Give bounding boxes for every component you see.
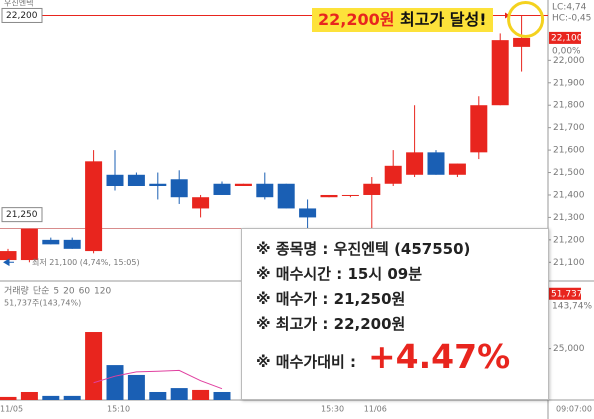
volume-legend: 120 xyxy=(94,287,111,297)
volume-bar xyxy=(149,391,167,400)
low-arrow xyxy=(3,258,14,267)
candle-body xyxy=(406,152,424,175)
candle-body xyxy=(213,183,231,195)
last-price-box xyxy=(549,31,581,44)
buy-line-label: 21,250 xyxy=(6,210,38,220)
candle-body xyxy=(427,152,445,175)
volume-legend: 거래량 xyxy=(4,285,29,297)
y-tick-label: 25,000 xyxy=(553,344,585,354)
y-tick-label: 21,500 xyxy=(553,168,585,178)
high-line-box xyxy=(1,7,43,23)
banner-text: 최고가 달성! xyxy=(400,10,487,29)
info-line: ※ 매수시간 : 15시 09분 xyxy=(256,265,423,283)
info-line: ※ 매수가 : 21,250원 xyxy=(256,290,406,308)
candle-body xyxy=(0,251,17,261)
candle-body xyxy=(149,183,167,186)
info-line: ※ 종목명 : 우진엔텍 (457550) xyxy=(256,240,471,258)
volume-summary: 51,737주(143,74%) xyxy=(4,299,81,308)
last-volume-ratio: 143,74% xyxy=(552,301,592,311)
info-line: ※ 최고가 : 22,200원 xyxy=(256,315,406,333)
compare-label: ※ 매수가대비 : xyxy=(256,353,357,371)
y-tick-label: 21,100 xyxy=(553,258,585,268)
high-line-label: 22,200 xyxy=(6,11,38,21)
y-tick-label: 21,600 xyxy=(553,146,585,156)
stock-label: 우진엔텍 xyxy=(4,0,33,8)
last-volume-label: 51,737 xyxy=(551,289,583,299)
candle-body xyxy=(42,239,60,245)
volume-bar xyxy=(127,374,145,400)
y-tick-label: 21,800 xyxy=(553,101,585,111)
buy-line-box xyxy=(1,207,43,223)
candle-body xyxy=(363,183,381,195)
candle-body xyxy=(513,37,531,47)
y-tick-label: 21,700 xyxy=(553,123,585,133)
time-label: 09:07:00 xyxy=(556,405,592,414)
candle-body xyxy=(470,105,488,153)
x-tick-label: 11/05 xyxy=(0,405,23,414)
last-price-label: 22,100 xyxy=(551,33,583,43)
volume-legend: 60 xyxy=(79,287,91,297)
compare-value: +4.47% xyxy=(368,337,511,376)
last-volume-box xyxy=(549,287,581,300)
candle-body xyxy=(127,174,145,186)
candle-body xyxy=(256,183,274,198)
hc-label: HC:-0,45 xyxy=(552,14,591,24)
lc-label: LC:4,74 xyxy=(552,3,587,13)
y-tick-label: 22,000 xyxy=(553,56,585,66)
banner-price: 22,200원 xyxy=(318,10,395,29)
x-tick-label: 15:10 xyxy=(107,405,130,414)
volume-bar xyxy=(63,395,81,400)
volume-bar xyxy=(213,391,231,400)
volume-legend: 20 xyxy=(63,287,75,297)
volume-legend: 5 xyxy=(53,287,59,297)
candle-body xyxy=(170,179,188,198)
volume-legend: 단순 xyxy=(33,286,50,297)
volume-bar xyxy=(106,365,124,400)
x-tick-label: 11/06 xyxy=(364,405,387,414)
y-tick-label: 21,400 xyxy=(553,190,585,200)
x-tick-label: 15:30 xyxy=(321,405,344,414)
candle-body xyxy=(20,228,38,261)
y-tick-label: 21,200 xyxy=(553,235,585,245)
candle-body xyxy=(192,197,210,209)
last-change-label: 0,00% xyxy=(552,46,581,56)
info-box: ※ 종목명 : 우진엔텍 (457550) ※ 매수시간 : 15시 09분 ※… xyxy=(241,228,549,400)
candle-body xyxy=(299,208,317,218)
candle-body xyxy=(63,239,81,249)
y-tick-label: 21,900 xyxy=(553,78,585,88)
banner-arrow xyxy=(505,12,510,19)
candle-body xyxy=(277,183,295,209)
candle-body xyxy=(448,163,466,175)
low-marker-label: 최저 21,100 (4,74%, 15:05) xyxy=(32,257,140,267)
candle-body xyxy=(384,165,402,184)
candle-body xyxy=(491,40,509,106)
banner: 22,200원 최고가 달성! xyxy=(312,8,493,32)
candle-body xyxy=(234,183,252,186)
ma-line xyxy=(93,369,223,390)
candle-body xyxy=(320,194,338,198)
candle-body xyxy=(85,161,103,252)
y-tick-label: 21,300 xyxy=(553,213,585,223)
highlight-circle xyxy=(507,0,545,38)
volume-bar xyxy=(170,388,188,400)
volume-bar xyxy=(192,389,210,400)
candle-body xyxy=(106,174,124,186)
volume-bar xyxy=(0,396,17,400)
candle-body xyxy=(341,194,359,196)
volume-bar xyxy=(85,332,103,400)
volume-bar xyxy=(20,391,38,400)
volume-bar xyxy=(42,395,60,400)
